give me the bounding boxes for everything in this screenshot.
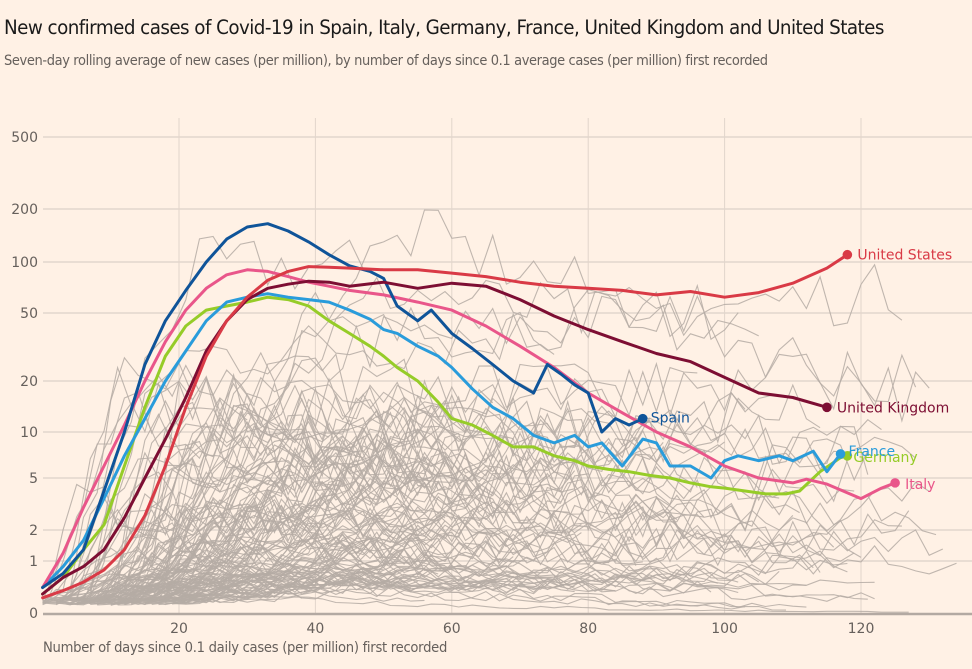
other-country-line: [90, 552, 855, 604]
other-country-line: [117, 410, 459, 603]
series-line-united-kingdom: [41, 279, 829, 596]
other-country-line: [117, 491, 759, 605]
other-country-line: [117, 569, 719, 606]
series-end-marker-united-states: [842, 249, 853, 260]
series-label-france: France: [849, 444, 896, 460]
chart-subtitle: Seven-day rolling average of new cases (…: [4, 53, 768, 69]
other-country-line: [165, 363, 603, 603]
y-tick-label: 200: [11, 202, 38, 218]
x-axis-label: Number of days since 0.1 daily cases (pe…: [43, 640, 448, 656]
other-country-line: [164, 542, 412, 603]
other-country-line: [62, 572, 418, 602]
other-country-line: [42, 365, 698, 601]
other-country-line: [144, 472, 432, 602]
series-line-italy: [41, 268, 897, 589]
x-tick-label: 100: [711, 621, 738, 637]
other-country-line: [171, 407, 650, 605]
other-country-line: [76, 535, 500, 604]
series-label-germany: Germany: [853, 450, 917, 466]
x-tick-label: 80: [579, 621, 597, 637]
other-country-line: [110, 480, 862, 603]
other-country-line: [83, 533, 507, 605]
other-country-line: [151, 209, 930, 602]
other-country-line: [144, 514, 582, 557]
other-country-line: [117, 440, 446, 574]
y-tick-label: 1: [29, 554, 38, 570]
other-country-line: [151, 404, 780, 603]
other-country-line: [90, 568, 718, 605]
x-tick-label: 60: [443, 621, 461, 637]
series-end-marker-italy: [890, 478, 900, 488]
chart-title: New confirmed cases of Covid-19 in Spain…: [4, 16, 884, 39]
x-tick-label: 120: [848, 621, 875, 637]
other-country-line: [42, 424, 234, 605]
other-country-line: [89, 312, 555, 597]
other-country-line: [42, 451, 848, 604]
series-end-marker-france: [835, 449, 846, 459]
other-country-line: [69, 477, 453, 605]
other-country-line: [69, 356, 194, 592]
other-country-line: [151, 376, 330, 570]
other-country-line: [42, 584, 425, 603]
other-country-line: [49, 547, 527, 604]
series-label-spain: Spain: [651, 411, 690, 427]
other-country-line: [76, 490, 800, 598]
x-axis: 20 40 60 80 100 120: [170, 621, 874, 637]
other-country-line: [131, 574, 787, 611]
x-tick-label: 40: [306, 621, 324, 637]
other-country-line: [42, 567, 616, 606]
other-country-line: [103, 522, 405, 602]
y-tick-label: 50: [20, 306, 38, 322]
y-tick-label: 500: [11, 130, 38, 146]
other-countries-lines: [42, 209, 957, 613]
y-tick-label: 10: [20, 425, 38, 441]
series-end-marker-spain: [637, 413, 648, 424]
series-line-germany: [41, 295, 849, 596]
x-tick-label: 20: [170, 621, 188, 637]
series-label-italy: Italy: [905, 477, 935, 493]
other-country-line: [76, 392, 773, 604]
series-end-marker-united-kingdom: [822, 402, 832, 413]
series-line-spain: [41, 222, 645, 589]
series-line-united-states: [41, 253, 849, 600]
series-label-united-states: United States: [857, 248, 952, 264]
other-country-line: [42, 486, 507, 601]
y-tick-label: 2: [29, 523, 38, 539]
y-tick-label: 0: [29, 606, 38, 622]
other-country-line: [137, 414, 725, 602]
other-country-line: [158, 451, 664, 600]
other-country-line: [164, 421, 466, 597]
series-line-france: [41, 292, 842, 589]
highlighted-series: [41, 222, 900, 600]
other-country-line: [117, 384, 446, 603]
series-label-united-kingdom: United Kingdom: [837, 400, 949, 416]
other-country-line: [165, 502, 357, 600]
y-tick-label: 5: [29, 471, 38, 487]
other-country-line: [96, 456, 902, 602]
other-country-line: [124, 387, 916, 605]
y-tick-label: 20: [20, 374, 38, 390]
other-country-line: [49, 398, 855, 601]
y-axis: 0 1 2 5 10 20 50 100 200 500: [11, 130, 38, 622]
y-tick-label: 100: [11, 255, 38, 271]
